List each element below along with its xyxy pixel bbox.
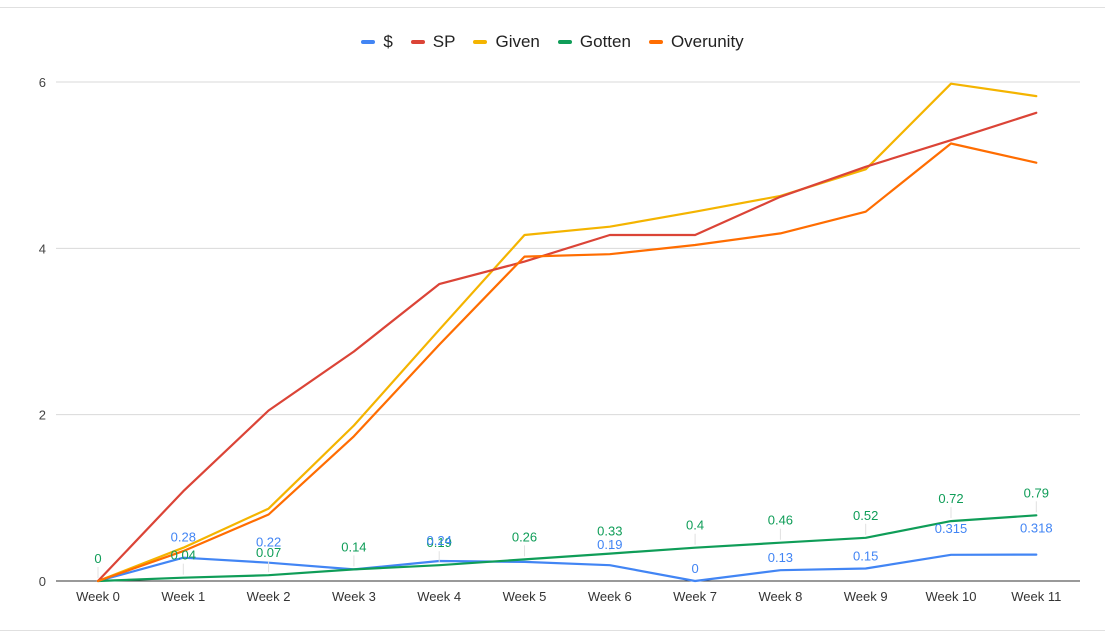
data-label-gotten: 0.26 <box>512 529 537 544</box>
legend-item[interactable]: SP <box>410 32 456 52</box>
data-label-dollar: 0.315 <box>935 521 968 536</box>
chart-legend: $ SP Given Gotten Overunity <box>0 32 1105 52</box>
data-label-gotten: 0.72 <box>938 491 963 506</box>
legend-label: $ <box>383 32 393 51</box>
legend-swatch <box>648 40 663 44</box>
y-tick-label: 4 <box>39 241 46 256</box>
series-line-overunity <box>96 142 1038 583</box>
legend-item[interactable]: Given <box>473 32 540 52</box>
x-tick-label: Week 8 <box>758 589 802 604</box>
series-line-given <box>96 82 1038 583</box>
legend-item[interactable]: $ <box>361 32 393 52</box>
data-label-gotten: 0.79 <box>1024 485 1049 500</box>
x-tick-label: Week 5 <box>503 589 547 604</box>
legend-label: Gotten <box>579 32 631 51</box>
y-tick-label: 2 <box>39 408 46 423</box>
x-tick-label: Week 11 <box>1011 589 1061 604</box>
legend-swatch <box>557 40 572 44</box>
series-line-sp <box>96 111 1038 583</box>
data-label-gotten: 0.04 <box>171 548 196 563</box>
data-label-gotten: 0.07 <box>256 545 281 560</box>
data-label-gotten: 0.4 <box>686 518 704 533</box>
data-label-gotten: 0 <box>94 551 101 566</box>
y-tick-label: 6 <box>39 75 46 90</box>
legend-swatch <box>410 40 425 44</box>
data-label-gotten: 0.19 <box>427 535 452 550</box>
x-tick-label: Week 3 <box>332 589 376 604</box>
x-tick-label: Week 4 <box>417 589 461 604</box>
data-label-dollar: 0 <box>691 561 698 576</box>
series-line-gotten <box>96 514 1038 583</box>
x-tick-label: Week 1 <box>161 589 205 604</box>
series-line-dollar <box>96 553 1038 583</box>
legend-item[interactable]: Gotten <box>557 32 631 52</box>
data-label-dollar: 0.19 <box>597 537 622 552</box>
legend-label: SP <box>432 32 456 51</box>
legend-label: Overunity <box>670 32 744 51</box>
data-label-dollar: 0.13 <box>768 550 793 565</box>
legend-swatch <box>361 40 376 44</box>
data-label-dollar: 0.22 <box>256 535 281 550</box>
x-tick-label: Week 0 <box>76 589 120 604</box>
data-label-gotten: 0.14 <box>341 539 366 554</box>
x-tick-label: Week 9 <box>844 589 888 604</box>
data-label-dollar: 0.15 <box>853 549 878 564</box>
x-tick-label: Week 10 <box>925 589 976 604</box>
x-tick-label: Week 6 <box>588 589 632 604</box>
legend-label: Given <box>495 32 540 51</box>
legend-item[interactable]: Overunity <box>648 32 744 52</box>
data-label-gotten: 0.46 <box>768 513 793 528</box>
legend-swatch <box>473 40 488 44</box>
x-tick-label: Week 2 <box>247 589 291 604</box>
data-label-dollar: 0.318 <box>1020 521 1053 536</box>
data-label-gotten: 0.52 <box>853 508 878 523</box>
y-tick-label: 0 <box>39 574 46 589</box>
data-label-gotten: 0.33 <box>597 524 622 539</box>
spreadsheet-edge-bottom <box>0 630 1105 631</box>
spreadsheet-edge-top <box>0 7 1105 8</box>
x-tick-label: Week 7 <box>673 589 717 604</box>
data-label-dollar: 0.24 <box>427 533 452 548</box>
data-label-dollar: 0.28 <box>171 530 196 545</box>
